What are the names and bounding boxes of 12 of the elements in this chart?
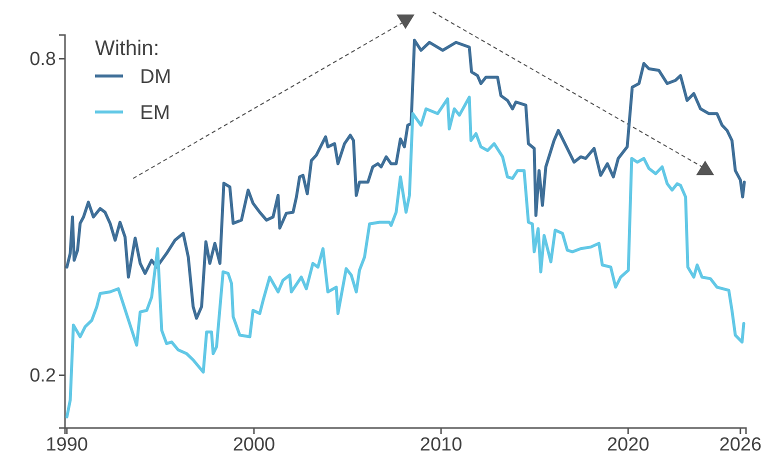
- line-series: [65, 96, 746, 418]
- legend-label: EM: [140, 102, 170, 124]
- x-tick-label: 2010: [420, 434, 462, 456]
- line-series: [65, 38, 746, 320]
- y-tick-label: 0.2: [30, 365, 56, 386]
- x-tick-label: 2026: [719, 434, 762, 456]
- x-tick-label: 1990: [46, 434, 88, 456]
- x-tick-label: 2020: [606, 434, 650, 456]
- y-tick-label: 0.8: [30, 48, 56, 70]
- legend-label: DM: [140, 66, 172, 88]
- x-tick-label: 2000: [232, 434, 276, 456]
- legend-title: Within:: [95, 37, 160, 60]
